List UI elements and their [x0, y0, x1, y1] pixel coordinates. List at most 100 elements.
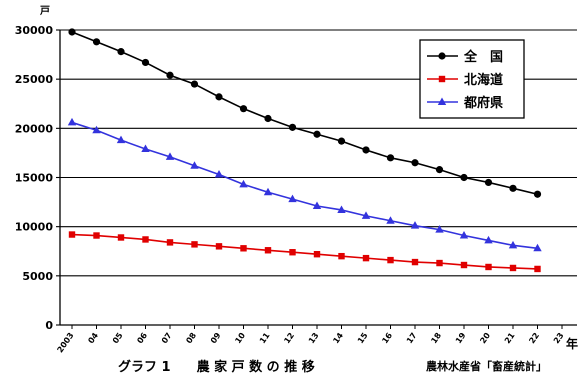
legend-marker	[437, 97, 447, 105]
series-都府県	[67, 117, 542, 252]
y-tick-label: 10000	[15, 221, 54, 234]
grid-lines	[60, 29, 577, 277]
data-point	[165, 152, 175, 160]
series-line	[71, 121, 538, 250]
series-group	[67, 28, 542, 273]
data-point	[460, 173, 468, 182]
x-tick-label: 05	[111, 331, 125, 346]
data-point	[484, 178, 493, 187]
data-point	[460, 261, 468, 269]
data-point	[387, 256, 394, 264]
data-point	[92, 125, 101, 134]
x-tick-label: 23	[552, 331, 566, 345]
data-point	[141, 58, 150, 67]
x-tick-label: 18	[429, 331, 443, 346]
x-tick-label: 10	[233, 331, 247, 346]
series-line	[71, 233, 538, 270]
x-tick-label: 09	[209, 331, 223, 346]
data-point	[166, 71, 174, 79]
series-line	[71, 31, 538, 195]
data-point	[289, 249, 296, 256]
data-point	[68, 28, 76, 36]
data-point	[509, 264, 517, 272]
chart-caption-title: グラフ 1 農 家 戸 数 の 推 移	[118, 359, 315, 375]
data-point	[142, 236, 149, 243]
data-point	[264, 247, 272, 254]
y-axis-unit-label: 戸	[40, 5, 50, 17]
axes	[56, 29, 577, 329]
legend-marker	[438, 52, 446, 60]
data-point	[239, 179, 248, 188]
x-tick-labels: 2003 04 05 06 07 08 09 10 11 12 13 14 15 16 17 18 19 20 21…	[55, 331, 565, 355]
data-point	[239, 105, 248, 113]
data-point	[67, 117, 77, 126]
y-tick-label: 0	[45, 319, 53, 332]
data-point	[435, 225, 444, 233]
data-point	[263, 187, 273, 196]
data-point	[191, 241, 198, 248]
x-tick-label: 07	[160, 331, 174, 345]
data-point	[117, 48, 125, 56]
data-point	[459, 231, 469, 239]
data-point	[484, 235, 493, 244]
legend-label: 都府県	[463, 95, 503, 111]
data-point	[116, 135, 126, 144]
data-point	[338, 252, 345, 260]
data-point	[68, 231, 76, 238]
data-point	[436, 259, 443, 267]
x-tick-label: 19	[454, 331, 468, 346]
data-point	[411, 258, 419, 266]
data-point	[166, 239, 174, 246]
y-tick-label: 30000	[15, 24, 54, 37]
x-tick-label: 16	[380, 331, 394, 346]
x-tick-label: 22	[527, 331, 541, 345]
x-tick-label: 11	[258, 331, 272, 346]
data-point	[264, 114, 272, 123]
data-point	[337, 137, 346, 145]
x-tick-label: 2003	[55, 331, 75, 354]
data-point	[288, 123, 297, 131]
y-tick-label: 15000	[15, 172, 54, 185]
data-point	[240, 245, 247, 252]
x-tick-label: 14	[331, 331, 345, 346]
y-tick-label: 25000	[15, 73, 54, 86]
y-tick-labels: 0 5000 10000 15000 20000 25000 30000	[15, 24, 54, 332]
series-全国	[68, 28, 542, 198]
data-point	[362, 146, 370, 154]
data-point	[362, 254, 370, 262]
data-point	[214, 170, 224, 178]
data-point	[215, 243, 223, 250]
data-point	[485, 263, 492, 271]
data-point	[411, 159, 419, 167]
data-point	[386, 216, 395, 224]
data-point	[533, 243, 542, 252]
legend-label: 北海道	[464, 72, 503, 88]
data-point	[533, 190, 542, 198]
data-point	[509, 184, 517, 192]
data-point	[534, 265, 541, 273]
x-axis-unit-label: 年	[566, 336, 578, 351]
data-point	[190, 80, 199, 88]
legend-marker	[438, 75, 446, 83]
data-point	[92, 38, 101, 46]
data-point	[313, 130, 321, 138]
data-point	[117, 234, 125, 241]
data-point	[386, 154, 395, 162]
data-point	[337, 205, 346, 213]
x-tick-label: 20	[478, 331, 492, 346]
y-tick-label: 20000	[15, 122, 54, 135]
data-point	[312, 201, 322, 210]
x-tick-label: 12	[282, 331, 296, 345]
x-tick-label: 15	[356, 331, 370, 346]
data-point	[410, 221, 420, 229]
data-point	[435, 166, 444, 174]
data-point	[508, 240, 518, 249]
series-北海道	[68, 231, 541, 273]
x-tick-label: 17	[405, 331, 419, 345]
data-point	[141, 144, 150, 152]
data-point	[313, 251, 321, 258]
data-point	[93, 232, 100, 239]
x-tick-label: 08	[184, 331, 198, 346]
